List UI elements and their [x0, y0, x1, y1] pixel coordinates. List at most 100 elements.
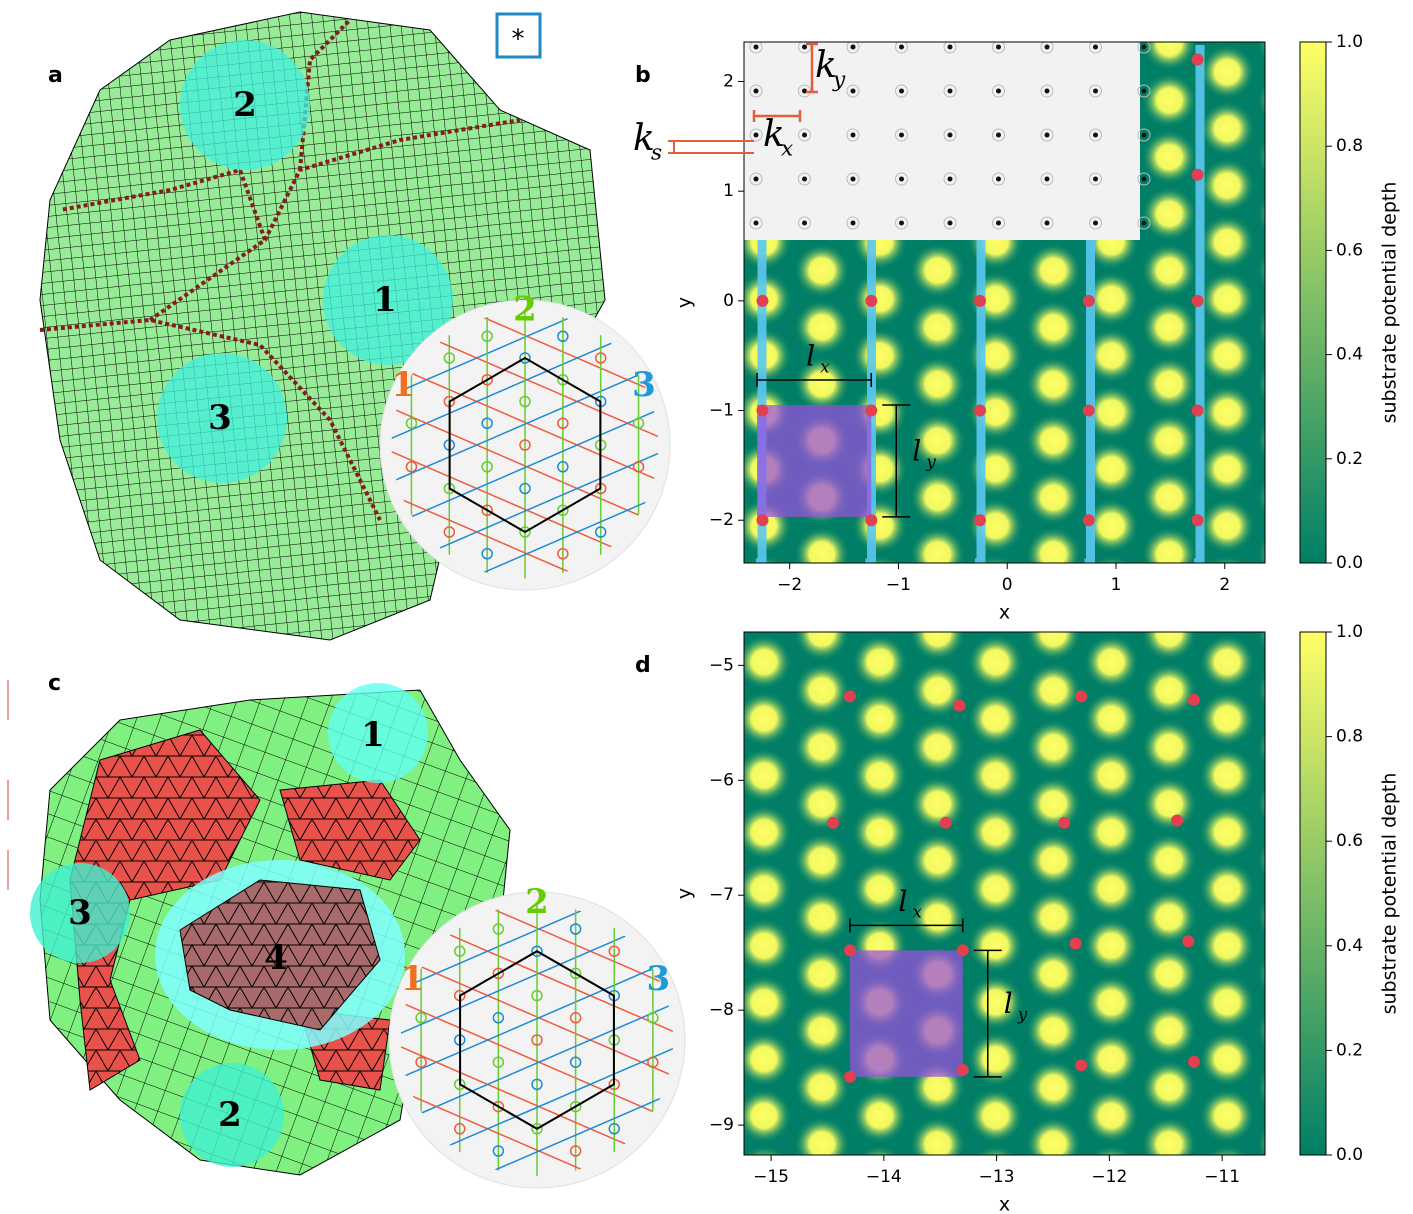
potential-peak: [744, 918, 792, 973]
particle: [1182, 935, 1195, 948]
particle: [756, 514, 769, 527]
potential-peak: [678, 1060, 734, 1114]
fft-peak: [850, 88, 856, 94]
particle: [756, 294, 769, 307]
potential-peak: [1221, 42, 1233, 43]
potential-peak: [909, 356, 966, 412]
potential-peak: [967, 748, 1024, 803]
potential-peak: [858, 1145, 901, 1155]
annotation: l: [898, 885, 907, 918]
particle: [865, 514, 878, 527]
colorbar-label: substrate potential depth: [1379, 773, 1401, 1015]
potential-peak: [1257, 671, 1265, 710]
fft-ring: [1040, 128, 1054, 142]
potential-peak: [967, 634, 1024, 690]
potential-peak: [794, 663, 850, 718]
x-tick-label: 2: [1219, 575, 1230, 595]
y-tick-label: −5: [709, 655, 734, 675]
y-tick-label: −8: [709, 1000, 734, 1020]
fft-peak: [899, 132, 904, 138]
potential-peak: [1257, 535, 1265, 563]
fft-ring: [1137, 128, 1151, 142]
potential-peak: [909, 243, 966, 298]
x-tick-label: −15: [753, 1167, 789, 1187]
potential-peak: [851, 804, 908, 860]
potential-peak: [851, 748, 908, 803]
peak: [557, 504, 569, 516]
potential-peak: [1141, 833, 1198, 888]
fft-ring: [846, 128, 860, 142]
fft-peak: [899, 220, 904, 226]
region-label: 4: [264, 938, 288, 978]
lattice-line: [400, 1087, 674, 1177]
region: [323, 235, 453, 365]
potential-peak: [851, 1088, 908, 1144]
potential-peak: [1207, 555, 1247, 563]
particle: [1082, 294, 1095, 307]
potential-peak: [1141, 186, 1198, 242]
region-label: 1: [361, 715, 385, 755]
fft-ring: [1137, 216, 1151, 230]
particle: [1171, 814, 1184, 827]
potential-peak: [1025, 719, 1082, 775]
inset-label: 1: [401, 959, 425, 999]
potential-peak: [1141, 129, 1198, 185]
fft-peak: [1093, 176, 1098, 182]
y-tick-label: −2: [709, 510, 734, 530]
x-tick-label: −14: [866, 1167, 902, 1187]
potential-peak: [1025, 356, 1082, 412]
fft-peak: [1093, 132, 1098, 138]
lattice-line: [391, 360, 659, 488]
particle: [956, 944, 969, 957]
potential-peak: [1257, 365, 1265, 403]
potential-peak: [909, 890, 966, 945]
panel-a: 2 1 3 a *: [39, 11, 606, 641]
y-axis-label: y: [674, 297, 696, 308]
plot-frame: [743, 631, 1266, 1156]
region-label: 2: [218, 1095, 242, 1135]
kx-bracket: [752, 110, 802, 122]
particle: [1191, 168, 1204, 181]
particle: [1082, 514, 1095, 527]
peak: [519, 482, 531, 495]
potential-peak: [1141, 1003, 1198, 1058]
fft-inset: [744, 42, 1140, 240]
potential-peak: [1025, 413, 1082, 468]
colorbar-tick-label: 1.0: [1336, 32, 1363, 52]
region: [328, 683, 428, 783]
fft-ring: [895, 42, 908, 54]
fft-peak: [1141, 88, 1147, 94]
peak: [632, 461, 645, 473]
potential-peak: [976, 555, 1015, 563]
fft-peak: [802, 176, 807, 182]
potential-peak: [1083, 1031, 1140, 1087]
particle: [844, 1070, 857, 1083]
potential-peak: [1199, 441, 1255, 497]
potential-peak: [1199, 1031, 1255, 1087]
potential-peak: [744, 861, 792, 917]
potential-peak: [1025, 1060, 1082, 1115]
potential-peak: [744, 804, 792, 860]
annotation: l: [912, 434, 921, 467]
potential-peak: [967, 328, 1024, 383]
potential-peak: [1257, 421, 1265, 460]
region: [157, 353, 287, 483]
lattice-line: [391, 489, 659, 579]
region-label: 3: [68, 893, 92, 933]
annotation-sub: s: [651, 141, 662, 166]
peak: [569, 1100, 582, 1113]
potential-peak: [794, 243, 850, 298]
potential-peak: [1141, 776, 1198, 832]
peak: [519, 526, 531, 538]
potential-peak: [678, 243, 734, 297]
peak: [481, 417, 493, 429]
potential-peak: [909, 1116, 966, 1155]
marker: *: [512, 25, 525, 55]
fft-peak: [1141, 176, 1147, 182]
peak: [569, 1056, 582, 1068]
colorbar-tick-label: 0.8: [1336, 136, 1363, 156]
fft-ring: [1040, 84, 1054, 98]
fft-peak: [850, 44, 856, 50]
potential-peak: [1257, 584, 1313, 638]
potential-peak: [1141, 1116, 1198, 1155]
